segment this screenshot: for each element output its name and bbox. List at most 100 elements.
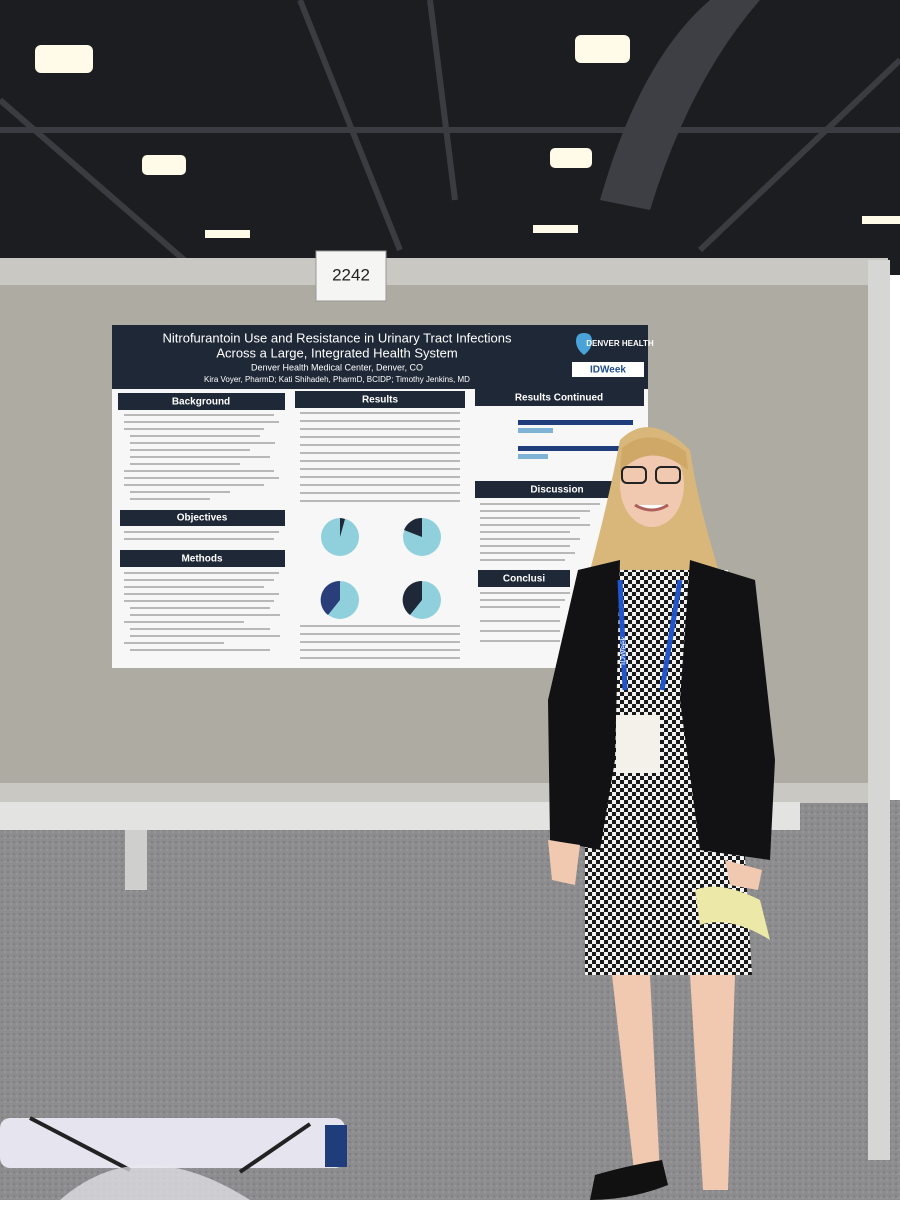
body-text-lines [300,649,460,651]
body-text-lines [130,628,270,630]
body-text-lines [480,517,580,519]
poster-pie-graphics [320,580,340,615]
body-text-lines [130,635,280,637]
body-text-lines [124,421,279,423]
body-text-lines [480,640,560,642]
section-heading: Background [172,397,230,408]
poster-pie-graphics [404,517,422,537]
lanyard-text: IDWeek [618,636,628,666]
body-text-lines [124,428,264,430]
hand [725,860,762,890]
body-text-lines [300,436,460,438]
section-heading: Methods [181,554,223,565]
poster-tube [60,1165,250,1200]
body-text-lines [124,621,244,623]
lights [862,216,900,224]
body-text-lines [480,606,560,608]
poster-bar-graphic [518,446,626,451]
body-text-lines [480,630,560,632]
section-bars [295,391,465,408]
body-text-lines [124,477,279,479]
body-text-lines [480,510,590,512]
lights [35,35,900,238]
ceiling-beams [0,0,900,268]
booth-number: 2242 [332,265,370,284]
hand [548,840,580,885]
glasses [621,466,681,484]
hair-top [620,437,688,472]
body-text-lines [480,531,570,533]
body-text-lines [124,531,279,533]
ceiling-beams [697,57,900,253]
blazer-left [548,560,620,850]
poster-tube [29,1116,312,1174]
body-text-lines [300,641,460,643]
body-text-lines [300,468,460,470]
glasses [621,466,647,484]
poster-affiliation: Denver Health Medical Center, Denver, CO [251,362,423,372]
body-text-lines [300,428,460,430]
body-text-lines [124,579,274,581]
body-text-lines [124,593,279,595]
body-text-lines [300,444,460,446]
poster-tube [0,1116,347,1200]
body-text-lines [124,572,279,574]
lights [35,45,93,73]
lights [142,155,186,175]
body-text-lines [130,498,210,500]
body-text-lines [130,456,270,458]
body-text-lines [130,491,230,493]
poster-bar-graphic [518,428,553,433]
poster: Nitrofurantoin Use and Resistance in Uri… [112,325,654,668]
section-bars [120,510,285,526]
blazer-right [680,560,775,860]
body-text-lines [300,484,460,486]
smile [634,503,669,512]
section-heading: Conclusi [503,574,545,585]
body-text-lines [480,599,565,601]
poster-pie-graphics [402,580,422,615]
body-text-lines [300,412,460,414]
body-text-lines [480,592,570,594]
conference-badge [572,362,644,377]
body-text-lines [124,642,224,644]
poster-pie-graphics [320,517,441,619]
section-heading: Objectives [177,513,228,524]
lights [575,35,630,63]
body-text-lines [130,649,270,651]
lights [550,148,592,168]
body-text-lines [124,600,274,602]
poster-tube [0,1118,345,1168]
section-bars [118,389,644,587]
section-bars [478,570,570,587]
ceiling-beams [427,0,458,201]
mask [695,886,770,940]
poster-title: Across a Large, Integrated Health System [216,345,457,360]
poster-pie-graphics [340,518,345,537]
body-text-lines [130,607,270,609]
lanyard [659,579,683,691]
body-text-lines [130,463,240,465]
body-text-lines [124,484,264,486]
person: IDWeek [548,427,775,1200]
body-text-lines [124,586,264,588]
body-text-lines [300,452,460,454]
lanyard [617,579,628,691]
body-text-lines [300,492,460,494]
body-text-lines [480,559,565,561]
shoe [590,1160,668,1200]
body-text-lines [300,657,460,659]
body-text-lines [124,412,600,659]
poster-bar-graphic [518,420,633,459]
body-text-lines [480,552,575,554]
logo-text: DENVER HEALTH [586,339,654,348]
body-text-lines [130,449,250,451]
poster-header [112,325,648,389]
leg [612,975,660,1180]
leg [690,975,735,1190]
duct [600,0,760,210]
name-badge [616,715,660,773]
ceiling-beams [297,0,403,252]
side-panel [868,260,890,1160]
